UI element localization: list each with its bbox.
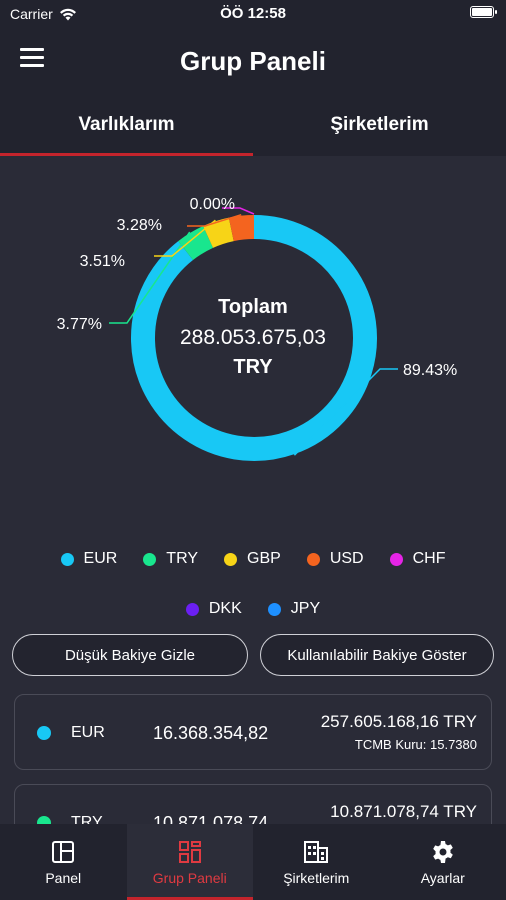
legend-item-jpy: JPY xyxy=(267,600,321,618)
nav-label: Panel xyxy=(45,870,82,886)
page-title: Grup Paneli xyxy=(180,46,326,76)
slice-label-eur: 89.43% xyxy=(403,362,457,379)
legend-label: EUR xyxy=(83,550,118,567)
legend-dot xyxy=(306,552,320,566)
slice-label-leader-try xyxy=(109,231,191,324)
donut-slice-eur[interactable] xyxy=(131,215,377,461)
status-left: Carrier xyxy=(10,6,77,22)
nav-item-sirketlerim[interactable]: Şirketlerim xyxy=(253,824,380,900)
donut-slice-gbp[interactable] xyxy=(203,217,235,248)
slice-label-leader-usd xyxy=(187,213,242,227)
panel-icon xyxy=(52,841,75,863)
battery-icon xyxy=(470,6,497,18)
legend-item-dkk: DKK xyxy=(185,600,242,618)
legend-dot xyxy=(224,552,238,566)
group-panel-icon xyxy=(178,841,201,863)
status-bar: Carrier ÖÖ 12:58 xyxy=(0,0,506,28)
legend-label: TRY xyxy=(166,550,199,567)
asset-try-value: 257.605.168,16 TRY xyxy=(320,712,477,731)
legend-label: JPY xyxy=(290,600,321,617)
status-time: ÖÖ 12:58 xyxy=(220,5,286,22)
asset-code: TRY xyxy=(71,814,103,824)
donut-chart: 89.43% 3.77% 3.51% 3.28% 0.00% Toplam 288.05… xyxy=(0,156,506,516)
legend-dot xyxy=(267,602,281,616)
wifi-icon xyxy=(59,8,76,20)
tab-bar: Varlıklarım Şirketlerim xyxy=(0,94,506,156)
asset-try-value: 10.871.078,74 TRY xyxy=(330,802,477,821)
legend-dot xyxy=(60,552,74,566)
legend-label: CHF xyxy=(412,550,446,567)
main-content: 89.43% 3.77% 3.51% 3.28% 0.00% Toplam 288.05… xyxy=(0,156,506,824)
hide-low-balance-button[interactable]: Düşük Bakiye Gizle xyxy=(12,634,248,676)
slice-label-gbp: 3.51% xyxy=(80,253,125,270)
filter-buttons: Düşük Bakiye Gizle Kullanılabilir Bakiye… xyxy=(12,634,494,676)
companies-icon xyxy=(304,841,329,863)
asset-exchange-rate: TCMB Kuru: 15.7380 xyxy=(354,737,477,752)
legend-dot xyxy=(185,602,199,616)
slice-label-try: 3.77% xyxy=(57,316,102,333)
legend-item-chf: CHF xyxy=(389,550,446,568)
legend-item-try: TRY xyxy=(143,550,198,568)
asset-card-eur[interactable]: EUR 16.368.354,82 257.605.168,16 TRY TCM… xyxy=(14,694,492,770)
donut-slice-usd[interactable] xyxy=(228,215,255,242)
asset-amount: 10.871.078,74 xyxy=(153,813,269,824)
app-header: Grup Paneli xyxy=(0,28,506,94)
asset-color-dot xyxy=(37,816,51,824)
chart-center-title: Toplam xyxy=(218,296,288,318)
asset-color-dot xyxy=(37,726,51,740)
slice-label-usd: 3.28% xyxy=(117,217,162,234)
legend-row-1: EUR TRY GBP USD CHF xyxy=(0,534,506,584)
legend-label: GBP xyxy=(247,550,281,567)
legend-item-gbp: GBP xyxy=(224,550,281,568)
nav-label: Şirketlerim xyxy=(283,870,350,886)
legend-row-2: DKK JPY xyxy=(0,584,506,634)
nav-item-panel[interactable]: Panel xyxy=(0,824,127,900)
nav-label: Grup Paneli xyxy=(152,870,227,886)
legend-dot xyxy=(389,552,403,566)
asset-card-try[interactable]: TRY 10.871.078,74 10.871.078,74 TRY xyxy=(14,784,492,824)
carrier-label: Carrier xyxy=(10,6,53,22)
tab-varliklarim[interactable]: Varlıklarım xyxy=(0,94,253,156)
legend-label: DKK xyxy=(208,600,242,617)
chart-legend: EUR TRY GBP USD CHF DKK xyxy=(0,534,506,634)
legend-item-eur: EUR xyxy=(60,550,118,568)
donut-slice-try[interactable] xyxy=(178,226,214,261)
legend-dot xyxy=(143,552,157,566)
nav-label: Ayarlar xyxy=(420,870,465,886)
show-available-balance-button[interactable]: Kullanılabilir Bakiye Göster xyxy=(260,634,494,676)
legend-item-usd: USD xyxy=(306,550,364,568)
nav-item-ayarlar[interactable]: Ayarlar xyxy=(380,824,506,900)
chart-center-currency: TRY xyxy=(233,356,273,378)
legend-label: USD xyxy=(329,550,364,567)
slice-label-leader-gbp xyxy=(154,219,216,257)
tab-sirketlerim[interactable]: Şirketlerim xyxy=(330,114,429,135)
gear-icon xyxy=(432,841,453,863)
donut-chart-svg: 89.43% 3.77% 3.51% 3.28% 0.00% xyxy=(57,196,457,461)
slice-label-leader-chf xyxy=(222,207,255,215)
asset-code: EUR xyxy=(71,724,105,741)
nav-item-group-panel[interactable]: Grup Paneli xyxy=(126,824,253,900)
bottom-navigation: Panel Grup Paneli Şirketlerim Ayarlar xyxy=(0,824,506,900)
slice-label-leader-eur xyxy=(293,368,398,456)
chart-center-amount: 288.053.675,03 xyxy=(180,326,326,349)
hamburger-menu-icon[interactable] xyxy=(20,48,48,72)
slice-label-chf: 0.00% xyxy=(190,196,235,213)
asset-amount: 16.368.354,82 xyxy=(153,723,269,743)
